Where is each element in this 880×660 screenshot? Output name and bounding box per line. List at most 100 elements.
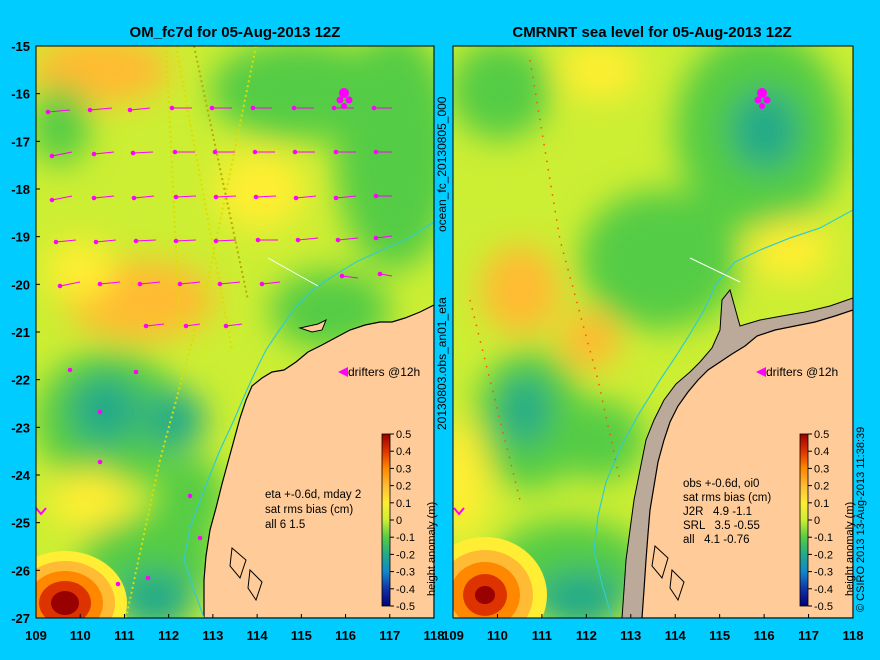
colorbar-label: height anomaly (m) [844, 502, 856, 596]
colorbar-label: height anomaly (m) [426, 502, 438, 596]
y-tick-label: -23 [11, 420, 30, 435]
stats-line: sat rms bias (cm) [683, 492, 771, 504]
x-tick-label: 112 [158, 628, 179, 643]
shelf-line [183, 221, 434, 618]
colorbar-tick-label: -0.4 [814, 584, 833, 596]
warm-eddy [36, 551, 127, 618]
colorbar-tick-label: 0 [396, 515, 402, 527]
stats-line: eta +-0.6d, mday 2 [265, 489, 361, 501]
colorbar: 0.5 0.4 0.3 0.2 0.1 0 -0.1 -0.2 -0.3 -0.4 -0.5 heig… [799, 429, 856, 613]
x-axis: 109 110 111 112 113 114 115 116 117 118 [442, 614, 863, 643]
y-tick-label: -21 [11, 325, 30, 340]
colorbar-tick-label: 0.5 [396, 429, 411, 441]
y-tick-label: -24 [11, 468, 31, 483]
x-tick-label: 113 [202, 628, 223, 643]
y-tick-label: -22 [11, 373, 30, 388]
colorbar: 0.5 0.4 0.3 0.2 0.1 0 -0.1 -0.2 -0.3 -0.4 -0.5 heig… [381, 429, 438, 613]
colorbar-tick-label: 0.2 [396, 481, 411, 493]
colorbar-scale [799, 433, 809, 607]
stats-line: J2R 4.9 -1.1 [683, 506, 752, 518]
section-line [689, 257, 741, 283]
panel-title: OM_fc7d for 05-Aug-2013 12Z [130, 24, 341, 41]
panel-title: CMRNRT sea level for 05-Aug-2013 12Z [512, 24, 791, 41]
colorbar-tick-label: -0.4 [396, 584, 415, 596]
credit-text: © CSIRO 2013 13-Aug-2013 11:38:39 [855, 427, 867, 612]
drifter-legend-label: drifters @12h [766, 365, 838, 379]
satellite-tracks [125, 46, 257, 618]
colorbar-tick-label: 0.5 [814, 429, 829, 441]
y-tick-label: -26 [11, 563, 30, 578]
colorbar-tick-label: -0.1 [814, 532, 833, 544]
panel-right: CMRNRT sea level for 05-Aug-2013 12Z [442, 24, 863, 643]
land [203, 304, 434, 618]
x-tick-label: 116 [754, 628, 775, 643]
x-tick-label: 118 [424, 628, 445, 643]
x-tick-label: 110 [487, 628, 508, 643]
y-tick-label: -27 [11, 611, 30, 626]
colorbar-tick-label: 0.3 [814, 463, 829, 475]
y-tick-label: -16 [11, 87, 30, 102]
x-tick-label: 114 [247, 628, 269, 643]
y-tick-label: -17 [11, 134, 30, 149]
shelf-line [593, 209, 853, 618]
colorbar-tick-label: 0.1 [396, 498, 411, 510]
section-line [267, 257, 319, 287]
colorbar-tick-label: 0.3 [396, 463, 411, 475]
colorbar-tick-label: -0.3 [814, 567, 833, 579]
x-tick-label: 118 [843, 628, 864, 643]
side-label-run: ocean_fc_20130805_000 [435, 96, 449, 232]
colorbar-scale [381, 433, 391, 607]
x-tick-label: 109 [25, 628, 47, 643]
x-tick-label: 114 [665, 628, 687, 643]
colorbar-tick-label: -0.2 [814, 549, 833, 561]
colorbar-tick-label: -0.3 [396, 567, 415, 579]
y-tick-label: -18 [11, 182, 30, 197]
x-tick-label: 111 [114, 628, 134, 643]
stats-line: obs +-0.6d, oi0 [683, 478, 759, 490]
stats-text: obs +-0.6d, oi0 sat rms bias (cm) J2R 4.… [683, 478, 771, 546]
x-tick-label: 117 [379, 628, 400, 643]
drifter-marker [36, 88, 353, 516]
drifter-legend-label: drifters @12h [348, 365, 420, 379]
colorbar-tick-label: -0.5 [814, 601, 833, 613]
colorbar-tick-label: 0.2 [814, 481, 829, 493]
drifter-arrows [45, 105, 393, 587]
stats-line: sat rms bias (cm) [265, 504, 353, 516]
x-tick-label: 115 [709, 628, 730, 643]
x-tick-label: 112 [576, 628, 597, 643]
y-tick-label: -15 [11, 39, 30, 54]
x-tick-label: 113 [620, 628, 641, 643]
x-tick-label: 110 [70, 628, 91, 643]
colorbar-tick-label: 0.1 [814, 498, 829, 510]
colorbar-tick-label: 0.4 [814, 446, 829, 458]
drifter-marker [453, 88, 771, 516]
sea-level-field: drifters @12h eta +-0.6d, mday 2 sat rms… [36, 46, 434, 618]
x-tick-label: 111 [532, 628, 552, 643]
warm-eddy [453, 537, 547, 618]
x-tick-label: 115 [291, 628, 312, 643]
x-axis: 109 110 111 112 113 114 115 116 117 118 [25, 614, 444, 643]
side-label-obs: 20130803.obs_an01_eta [435, 297, 449, 430]
x-tick-label: 116 [335, 628, 356, 643]
y-axis: -15 -16 -17 -18 -19 -20 -21 -22 -23 -24 -25 -26 -27 [11, 39, 40, 626]
x-tick-label: 109 [442, 628, 464, 643]
y-tick-label: -20 [11, 277, 30, 292]
satellite-tracks [469, 59, 621, 501]
panel-left: OM_fc7d for 05-Aug-2013 12Z [11, 24, 444, 643]
drifter-legend: drifters @12h [756, 365, 838, 379]
drifter-legend: drifters @12h [338, 365, 420, 379]
colorbar-tick-label: -0.5 [396, 601, 415, 613]
stats-line: SRL 3.5 -0.55 [683, 520, 760, 532]
sea-level-field: drifters @12h obs +-0.6d, oi0 sat rms bi… [453, 46, 853, 618]
colorbar-tick-label: -0.1 [396, 532, 415, 544]
plot-frame [452, 45, 854, 619]
stats-line: all 6 1.5 [265, 519, 305, 531]
stats-text: eta +-0.6d, mday 2 sat rms bias (cm) all… [265, 489, 361, 531]
stats-line: all 4.1 -0.76 [683, 534, 749, 546]
colorbar-tick-label: -0.2 [396, 549, 415, 561]
y-tick-label: -25 [11, 516, 30, 531]
colorbar-tick-label: 0.4 [396, 446, 411, 458]
y-tick-label: -19 [11, 230, 30, 245]
x-tick-label: 117 [798, 628, 819, 643]
